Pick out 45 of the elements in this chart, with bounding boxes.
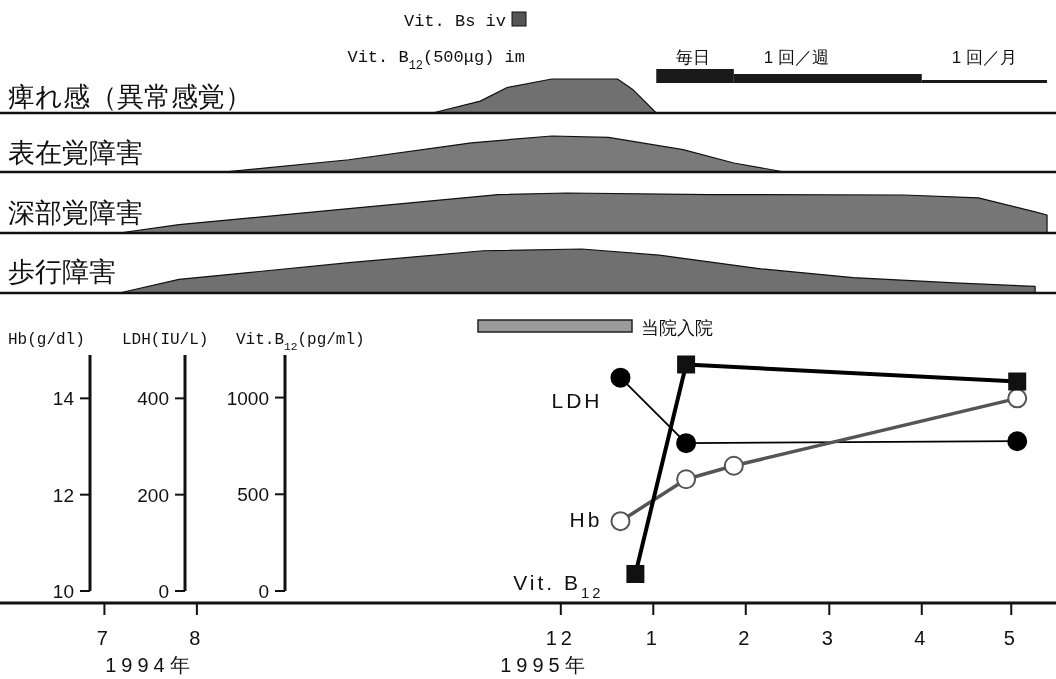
series-label: LDH [551,388,603,412]
point [676,433,697,454]
point [676,469,697,490]
text: 当院入院 [641,318,713,338]
y2-axis-title: LDH(IU/L) [122,331,209,349]
text: 1995年 [500,654,590,676]
x-tick-label: 1 [645,627,661,649]
point [1007,388,1028,409]
point [677,355,696,374]
text: Vit. Bs iv [403,12,506,31]
series-label: Hb [569,508,603,532]
band-label: 1 回／月 [951,48,1017,67]
band-label: 1 回／週 [763,48,830,67]
y3-tick-label: 1000 [226,387,269,409]
y2-tick-label: 200 [137,484,169,506]
series-label: Vit. B$_{12}$ [513,570,604,601]
y3-tick-label: 0 [258,581,269,602]
point [626,564,645,583]
y3-axis-title: Vit.B$_{12}$(pg/ml) [236,331,365,353]
point [610,511,631,532]
chart-title: 表在覚障害 [8,138,143,168]
y-tick-label: 10 [52,581,74,602]
point [1008,372,1027,391]
point [1007,431,1028,452]
point [723,455,744,476]
chart-title: 歩行障害 [8,257,116,287]
text: 1994年 [105,654,195,676]
x-tick-label: 5 [1003,627,1019,649]
point [610,367,631,388]
y-axis-title: Hb(g/dl) [8,331,85,349]
y-tick-label: 12 [52,484,74,506]
y2-tick-label: 400 [137,388,169,410]
chart-title: 痺れ感（異常感覚） [8,82,252,112]
y3-tick-label: 500 [237,484,269,506]
band-label: 毎日 [676,48,711,67]
x-tick-label: 8 [189,627,205,649]
x-tick-label: 4 [914,627,930,649]
x-tick-label: 12 [545,627,576,649]
x-tick-label: 3 [821,627,837,649]
text: Vit. B$_{12}$(500μg) im [347,48,525,73]
x-tick-label: 7 [96,627,112,649]
y-tick-label: 14 [52,388,75,410]
y2-tick-label: 0 [158,581,169,602]
x-tick-label: 2 [738,627,754,649]
chart-title: 深部覚障害 [8,198,143,228]
